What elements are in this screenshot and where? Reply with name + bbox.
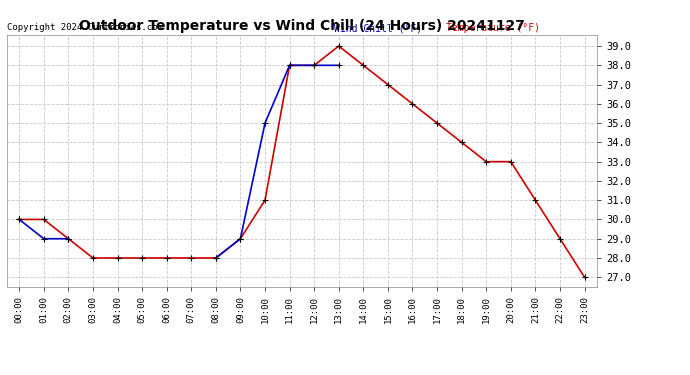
Text: Temperature (°F): Temperature (°F) bbox=[446, 23, 540, 33]
Title: Outdoor Temperature vs Wind Chill (24 Hours) 20241127: Outdoor Temperature vs Wind Chill (24 Ho… bbox=[79, 20, 525, 33]
Text: Copyright 2024 Curtronics.com: Copyright 2024 Curtronics.com bbox=[7, 23, 163, 32]
Text: Wind Chill (°F): Wind Chill (°F) bbox=[335, 23, 422, 33]
